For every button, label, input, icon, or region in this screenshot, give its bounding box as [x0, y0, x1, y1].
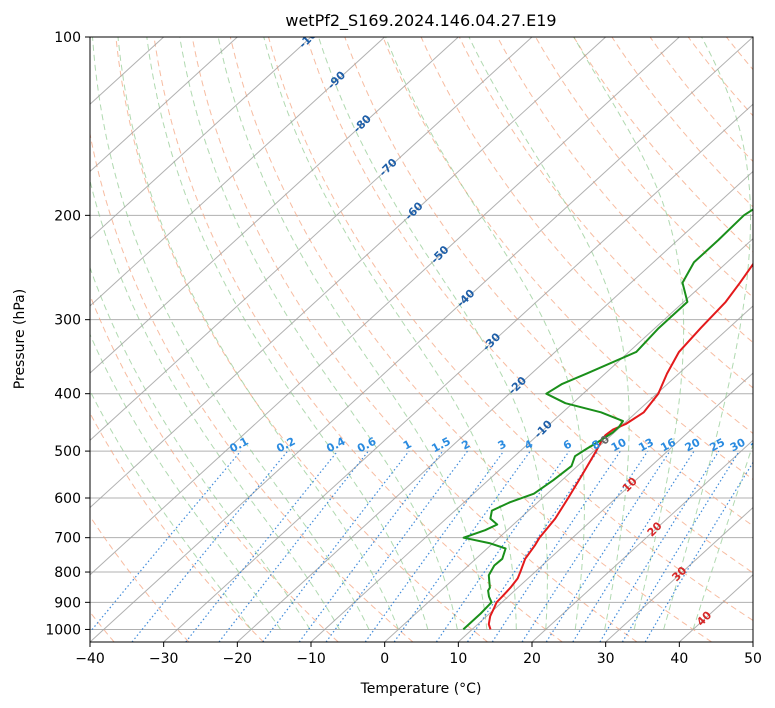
moist-adiabat — [573, 37, 685, 630]
mixing-ratio-line — [491, 450, 621, 642]
mixing-ratio-line — [262, 450, 410, 642]
dry-adiabat — [306, 37, 753, 574]
dry-adiabat — [90, 131, 414, 642]
mixing-ratio-label: 10 — [609, 436, 629, 455]
plot-frame — [89, 36, 754, 643]
moist-adiabat — [90, 178, 340, 630]
x-tick-label: 40 — [670, 651, 688, 667]
isotherm — [90, 37, 238, 173]
isotherm — [90, 37, 312, 240]
isotherm — [310, 237, 753, 642]
x-tick-label: −40 — [75, 651, 105, 667]
y-tick-label: 200 — [54, 208, 81, 224]
moist-adiabat — [90, 266, 311, 630]
dry-adiabat — [191, 37, 638, 642]
x-tick-label: 20 — [523, 651, 541, 667]
mixing-ratio-label: 13 — [636, 436, 656, 455]
isotherm — [163, 103, 753, 642]
moist-adiabat — [92, 37, 370, 630]
moist-adiabat — [117, 37, 399, 630]
isotherm — [90, 37, 753, 642]
x-axis-ticks: −40 −30 −20 −10 0 10 20 30 40 50 — [75, 642, 762, 667]
moist-adiabat — [90, 333, 281, 630]
moist-adiabat — [663, 37, 751, 630]
dry-adiabat — [90, 412, 264, 642]
dry-adiabat — [535, 37, 753, 298]
dewpoint-profile-line — [462, 208, 753, 631]
isotherm — [90, 37, 680, 576]
isotherm — [236, 170, 753, 642]
y-tick-label: 400 — [54, 387, 81, 403]
moist-adiabat — [146, 37, 429, 630]
isotherm — [384, 305, 753, 642]
dry-adiabat — [382, 37, 753, 481]
data-series — [462, 208, 753, 631]
temperature-profile-line — [487, 262, 753, 630]
dry-adiabat — [496, 37, 753, 344]
mixing-ratio-label: 16 — [658, 436, 678, 455]
y-tick-label: 500 — [54, 444, 81, 460]
moist-adiabat — [90, 389, 252, 630]
mixing-ratio-line — [545, 450, 671, 642]
isotherm — [457, 372, 753, 642]
x-axis-label: Temperature (°C) — [360, 681, 482, 697]
moist-adiabat — [318, 37, 548, 630]
mixing-ratio-label: 30 — [728, 436, 748, 455]
mixing-ratio-label: 20 — [683, 436, 703, 455]
y-axis-ticks: 100 200 300 400 500 600 700 800 900 1000 — [45, 30, 90, 638]
mixing-ratio-line — [325, 450, 468, 642]
mixing-ratio-line — [466, 450, 599, 642]
mixing-ratio-line — [90, 450, 242, 633]
mixing-ratio-label: 25 — [707, 436, 727, 455]
y-tick-label: 700 — [54, 531, 81, 547]
chart-title: wetPf2_S169.2024.146.04.27.E19 — [285, 11, 556, 31]
moist-adiabat — [385, 37, 585, 630]
mixing-ratio-line — [131, 450, 289, 642]
mixing-ratio-line — [521, 450, 649, 642]
y-tick-label: 900 — [54, 595, 81, 611]
x-tick-label: −10 — [296, 651, 326, 667]
mixing-ratio-label: 36 — [749, 436, 769, 455]
x-tick-label: 30 — [597, 651, 615, 667]
mixing-ratio-line — [435, 450, 570, 642]
moist-adiabat — [179, 37, 458, 630]
isotherm — [90, 37, 607, 509]
isotherm — [90, 37, 459, 374]
y-tick-label: 100 — [54, 30, 81, 46]
mixing-ratio-line — [298, 450, 444, 642]
moist-adiabat — [263, 37, 517, 630]
y-tick-label: 800 — [54, 565, 81, 581]
moist-adiabat — [468, 37, 630, 630]
dry-adiabat — [115, 37, 488, 642]
background-lines — [90, 37, 753, 642]
mixing-ratio-line — [185, 450, 339, 642]
y-tick-label: 600 — [54, 491, 81, 507]
isotherm — [90, 37, 386, 307]
y-tick-label: 300 — [54, 313, 81, 329]
isotherm — [90, 37, 533, 442]
isotherm — [531, 439, 753, 642]
mixing-ratio-line — [393, 450, 531, 642]
x-tick-label: −30 — [149, 651, 179, 667]
y-axis-label: Pressure (hPa) — [12, 289, 28, 389]
mixing-ratio-line — [621, 450, 740, 642]
mixing-ratio-line — [364, 450, 505, 642]
x-tick-label: 0 — [380, 651, 389, 667]
dry-adiabat — [153, 37, 563, 642]
x-tick-label: −20 — [223, 651, 253, 667]
dry-adiabat — [90, 515, 190, 642]
moist-adiabat — [217, 37, 488, 630]
x-tick-label: 50 — [744, 651, 762, 667]
isotherm — [605, 506, 753, 642]
mixing-ratio-line — [572, 450, 695, 642]
x-tick-label: 10 — [449, 651, 467, 667]
y-tick-label: 1000 — [45, 622, 81, 638]
moist-adiabat — [692, 442, 753, 630]
